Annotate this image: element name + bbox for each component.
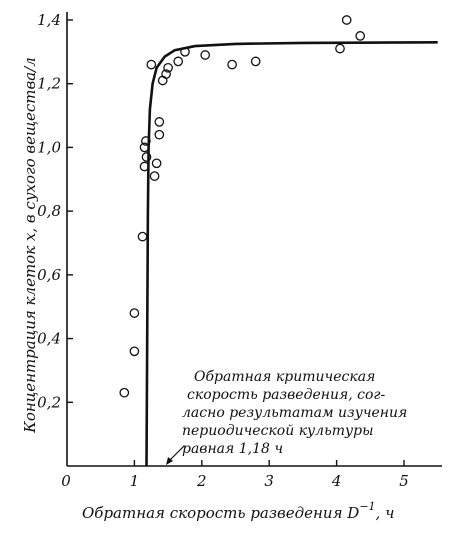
x-axis-label-unit: , ч (376, 504, 395, 522)
data-point (141, 136, 151, 146)
y-tick-label: 1,4 (37, 11, 61, 29)
data-point (227, 59, 237, 70)
annotation: Обратная критическая скорость разведения… (166, 369, 407, 465)
data-point (139, 142, 150, 153)
data-point (355, 31, 366, 41)
x-axis-label: Обратная скорость разведения D−1, ч (82, 500, 394, 522)
data-point (129, 308, 140, 318)
data-point (129, 346, 140, 357)
data-point (141, 152, 152, 162)
y-tick-label: 0,4 (37, 330, 61, 348)
data-point (180, 46, 190, 57)
x-tick-label: 5 (399, 472, 409, 490)
data-point (200, 50, 211, 60)
fit-curve (145, 41, 438, 467)
x-tick-label: 4 (331, 472, 342, 490)
data-point (157, 75, 168, 86)
tick-labels: 0 1 2 3 4 5 0,2 0,4 0,6 0,8 1,0 1,2 1,4 (37, 11, 409, 490)
data-point (149, 171, 160, 181)
data-point (161, 69, 171, 79)
x-tick-label: 0 (61, 472, 71, 490)
data-point (250, 56, 261, 67)
data-point (154, 129, 165, 140)
annotation-line-1: Обратная критическая (194, 369, 375, 385)
data-point (341, 15, 352, 25)
data-point (163, 62, 173, 73)
y-tick-label: 0,8 (37, 202, 61, 220)
axes (66, 12, 442, 467)
annotation-arrow-head (166, 457, 173, 465)
data-point (139, 161, 150, 172)
y-tick-label: 1,2 (37, 75, 61, 93)
data-point (137, 231, 148, 242)
y-tick-label: 0,2 (37, 393, 61, 411)
x-tick-label: 2 (196, 472, 207, 490)
y-axis-label: Концентрация клеток x, в сухого вещества… (21, 57, 39, 434)
y-tick-label: 0,6 (37, 266, 61, 284)
x-axis-label-sup: −1 (359, 500, 375, 513)
data-point (119, 387, 130, 398)
annotation-line-3: ласно результатам изучения (182, 405, 407, 421)
data-point (154, 117, 165, 127)
x-tick-label: 3 (264, 472, 274, 490)
data-point (151, 158, 162, 169)
annotation-line-4: периодической культуры (182, 423, 373, 439)
ticks (67, 19, 405, 466)
y-tick-label: 1,0 (37, 138, 61, 156)
x-axis-label-main: Обратная скорость разведения D (82, 504, 359, 522)
annotation-line-5: равная 1,18 ч (182, 441, 283, 457)
data-point (335, 43, 345, 54)
data-point (173, 56, 184, 67)
data-point (146, 59, 157, 70)
annotation-line-2: скорость разведения, сог- (187, 387, 385, 403)
x-tick-label: 1 (130, 472, 140, 490)
data-points (119, 15, 366, 398)
